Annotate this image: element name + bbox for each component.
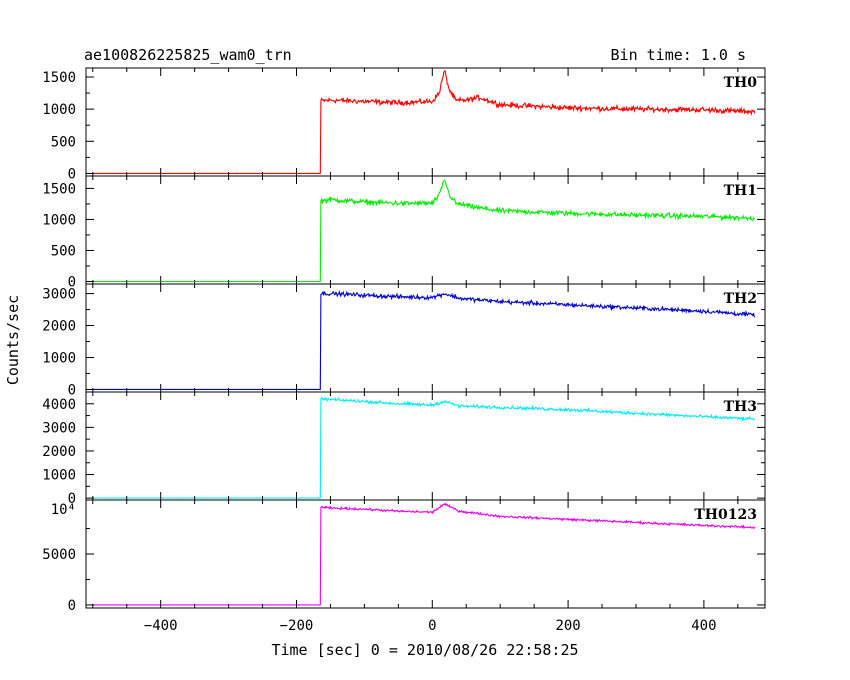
x-tick-label: 400: [691, 618, 716, 634]
light-curve-th2: [92, 289, 756, 390]
light-curve-th0: [92, 70, 756, 174]
y-tick-label: 0: [68, 598, 76, 614]
y-tick-label: 1500: [42, 181, 76, 197]
panel-th0: 0 500 1000 1500 TH0: [42, 67, 766, 182]
x-tick-label: −200: [280, 618, 314, 634]
panel-th3: 0 1000 2000 3000 4000 TH3: [42, 391, 766, 507]
panel-frame: [85, 175, 766, 285]
panel-frame: [85, 391, 766, 501]
panel-th2: 0 1000 2000 3000 TH2: [42, 283, 766, 398]
y-tick-label-exponent: 10⁴: [51, 502, 76, 518]
panel-frame: [85, 67, 766, 177]
panel-label: TH2: [724, 291, 757, 307]
y-tick-label: 0: [68, 382, 76, 398]
y-tick-label: 0: [68, 166, 76, 182]
y-tick-label: 5000: [42, 547, 76, 563]
panel-label: TH0123: [694, 507, 757, 523]
panel-frame: [85, 499, 766, 609]
light-curve-th0123: [92, 502, 756, 606]
y-tick-label: 1000: [42, 468, 76, 484]
y-tick-label: 4000: [42, 397, 76, 413]
y-tick-label: 1000: [42, 212, 76, 228]
panel-label: TH3: [724, 399, 757, 415]
x-axis: −400 −200 0 200 400: [144, 618, 717, 634]
y-tick-label: 0: [68, 275, 76, 291]
x-tick-label: 200: [555, 618, 580, 634]
x-tick-label: −400: [144, 618, 178, 634]
y-tick-label: 3000: [42, 287, 76, 303]
bin-time-label: Bin time: 1.0 s: [611, 46, 746, 64]
panel-label: TH1: [724, 183, 757, 199]
y-tick-label: 2000: [42, 444, 76, 460]
panels-group: 0 500 1000 1500 TH0 0 500 1000 1500 TH1 0 1000 2000 3…: [42, 67, 766, 614]
y-axis-label: Counts/sec: [4, 295, 22, 385]
y-tick-label: 2000: [42, 319, 76, 335]
light-curve-th1: [92, 179, 755, 283]
y-tick-label: 3000: [42, 420, 76, 436]
panel-th0123: 0 5000 10⁴ TH0123: [42, 499, 766, 614]
y-tick-label: 0: [68, 491, 76, 507]
panel-frame: [85, 283, 766, 393]
x-axis-label: Time [sec] 0 = 2010/08/26 22:58:25: [271, 641, 578, 659]
x-tick-label: 0: [428, 618, 436, 634]
light-curve-th3: [92, 396, 756, 499]
panel-th1: 0 500 1000 1500 TH1: [42, 175, 766, 291]
panel-label: TH0: [724, 75, 758, 91]
y-tick-label: 1000: [42, 102, 76, 118]
y-tick-label: 500: [51, 134, 76, 150]
y-tick-label: 1500: [42, 70, 76, 86]
chart-title: ae100826225825_wam0_trn: [84, 46, 292, 64]
y-tick-label: 1000: [42, 350, 76, 366]
y-tick-label: 500: [51, 243, 76, 259]
